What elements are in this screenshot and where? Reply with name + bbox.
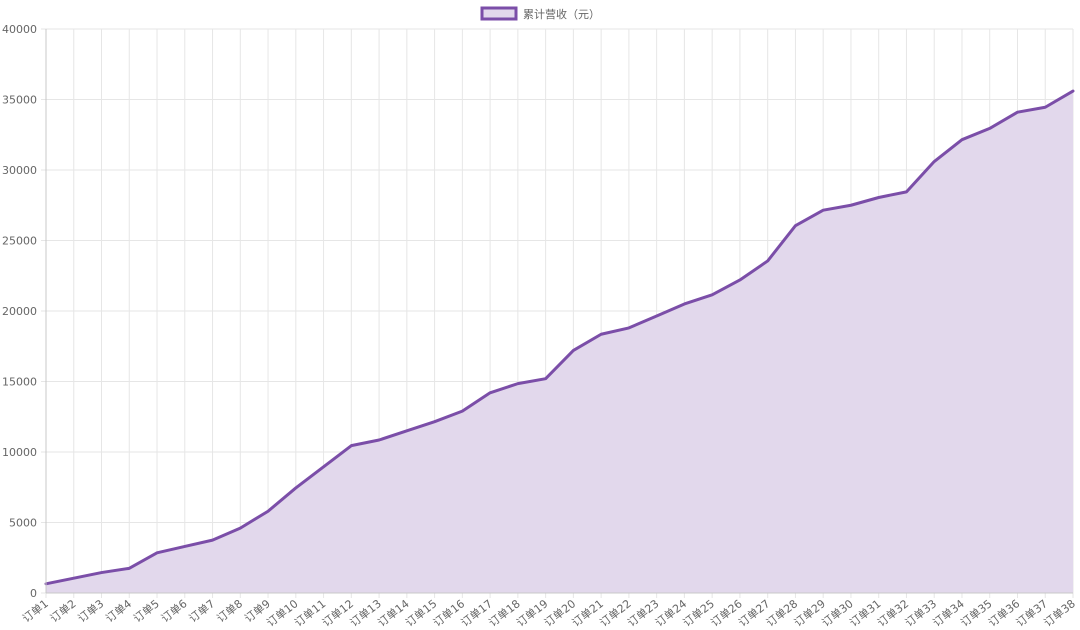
data-point[interactable] bbox=[791, 222, 799, 230]
data-point[interactable] bbox=[320, 463, 328, 471]
data-point[interactable] bbox=[1013, 108, 1021, 116]
y-tick-label: 35000 bbox=[2, 94, 37, 107]
y-tick-label: 15000 bbox=[2, 376, 37, 389]
data-point[interactable] bbox=[819, 206, 827, 214]
data-point[interactable] bbox=[70, 574, 78, 582]
data-point[interactable] bbox=[930, 158, 938, 166]
data-point[interactable] bbox=[98, 569, 106, 577]
data-point[interactable] bbox=[486, 389, 494, 397]
x-tick-label: 订单38 bbox=[1041, 597, 1077, 629]
data-point[interactable] bbox=[181, 542, 189, 550]
data-point[interactable] bbox=[1041, 103, 1049, 111]
x-tick-label: 订单3 bbox=[76, 597, 107, 625]
legend[interactable]: 累计营收（元） bbox=[480, 6, 600, 21]
x-tick-label: 订单7 bbox=[187, 597, 218, 625]
x-axis: 订单1订单2订单3订单4订单5订单6订单7订单8订单9订单10订单11订单12订… bbox=[20, 592, 1078, 630]
data-point[interactable] bbox=[625, 324, 633, 332]
data-point[interactable] bbox=[902, 188, 910, 196]
data-point[interactable] bbox=[653, 312, 661, 320]
data-point[interactable] bbox=[458, 407, 466, 415]
series-layer bbox=[44, 87, 1077, 593]
data-point[interactable] bbox=[875, 193, 883, 201]
y-tick-label: 25000 bbox=[2, 235, 37, 248]
x-tick-label: 订单6 bbox=[159, 597, 190, 625]
data-point[interactable] bbox=[1069, 87, 1077, 95]
data-point[interactable] bbox=[764, 257, 772, 265]
data-point[interactable] bbox=[236, 524, 244, 532]
data-point[interactable] bbox=[403, 427, 411, 435]
y-tick-label: 5000 bbox=[9, 517, 37, 530]
x-tick-label: 订单4 bbox=[103, 597, 134, 625]
y-tick-label: 20000 bbox=[2, 305, 37, 318]
y-tick-label: 10000 bbox=[2, 446, 37, 459]
data-point[interactable] bbox=[125, 564, 133, 572]
data-point[interactable] bbox=[431, 418, 439, 426]
data-point[interactable] bbox=[597, 330, 605, 338]
data-point[interactable] bbox=[514, 380, 522, 388]
data-point[interactable] bbox=[569, 346, 577, 354]
y-axis: 0 5000 10000 15000 20000 25000 30000 35000 40000 bbox=[2, 23, 47, 600]
x-tick-label: 订单2 bbox=[48, 597, 79, 625]
x-tick-label: 订单8 bbox=[214, 597, 245, 625]
data-point[interactable] bbox=[958, 136, 966, 144]
y-tick-label: 30000 bbox=[2, 164, 37, 177]
data-point[interactable] bbox=[542, 375, 550, 383]
data-point[interactable] bbox=[375, 436, 383, 444]
data-point[interactable] bbox=[209, 536, 217, 544]
data-point[interactable] bbox=[708, 291, 716, 299]
data-point[interactable] bbox=[680, 300, 688, 308]
series-line-cumulative-revenue bbox=[44, 89, 1075, 586]
data-point[interactable] bbox=[153, 549, 161, 557]
data-point[interactable] bbox=[736, 276, 744, 284]
y-tick-label: 0 bbox=[30, 587, 37, 600]
data-point[interactable] bbox=[292, 484, 300, 492]
data-point[interactable] bbox=[347, 442, 355, 450]
legend-swatch bbox=[480, 6, 518, 21]
x-tick-label: 订单1 bbox=[20, 597, 51, 625]
legend-label-cumulative-revenue: 累计营收（元） bbox=[523, 7, 600, 21]
data-point[interactable] bbox=[986, 124, 994, 132]
data-point[interactable] bbox=[264, 507, 272, 515]
y-tick-label: 40000 bbox=[2, 23, 37, 36]
x-tick-label: 订单5 bbox=[131, 597, 162, 625]
data-point[interactable] bbox=[847, 201, 855, 209]
series-area-fill bbox=[46, 91, 1073, 593]
